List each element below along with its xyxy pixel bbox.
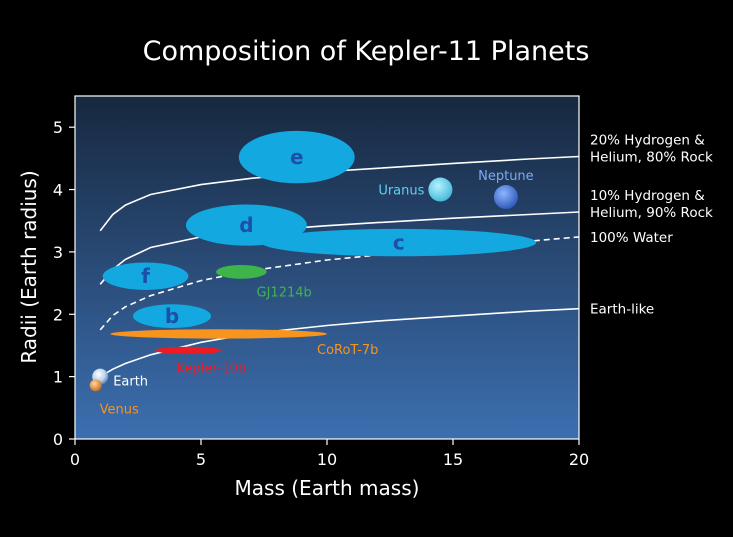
chart-title: Composition of Kepler-11 Planets <box>143 36 590 67</box>
curve-label-line: Helium, 80% Rock <box>590 149 713 165</box>
solar-body-label: Earth <box>113 375 148 390</box>
kepler11-planet-ellipse <box>102 262 189 290</box>
composition-curve <box>99 155 579 232</box>
curve-label-line: Helium, 90% Rock <box>590 205 713 221</box>
y-tick-label: 3 <box>53 243 63 262</box>
exoplanet-ellipse <box>155 346 222 355</box>
kepler11-planet-label: b <box>165 304 179 328</box>
kepler11-planet-label: c <box>393 231 405 255</box>
kepler11-planet-label: d <box>239 213 253 237</box>
kepler11-planet-label: e <box>290 145 304 169</box>
solar-body-uranus <box>428 177 453 202</box>
exoplanet-ellipse <box>216 265 267 279</box>
exoplanet-ellipse <box>110 329 327 339</box>
x-tick-label: 15 <box>443 450 463 469</box>
plot-marks: b c d e f <box>99 130 579 378</box>
solar-body-label: Neptune <box>478 169 534 184</box>
y-tick-label: 2 <box>53 305 63 324</box>
y-tick-label: 1 <box>53 368 63 387</box>
exoplanet-label: Kepler-10b <box>176 361 246 376</box>
solar-body-label: Venus <box>100 402 139 417</box>
kepler11-planet-ellipse <box>132 304 212 328</box>
kepler11-planet-ellipse <box>185 204 307 246</box>
x-axis-title: Mass (Earth mass) <box>235 476 420 500</box>
curve-label-line: 100% Water <box>590 230 673 246</box>
y-tick-label: 0 <box>53 430 63 449</box>
solar-body-neptune <box>493 185 518 210</box>
x-tick-label: 5 <box>196 450 206 469</box>
plot-overlay: GJ1214b CoRoT-7b Kepler-10b Earth Venus Uranu… <box>89 169 534 417</box>
curve-labels: 20% Hydrogen &Helium, 80% Rock 10% Hydrog… <box>590 132 713 317</box>
kepler11-planet-ellipse <box>261 228 537 257</box>
curve-label-line: 20% Hydrogen & <box>590 132 705 148</box>
y-tick-label: 5 <box>53 118 63 137</box>
solar-body-venus <box>89 379 102 392</box>
axes: 0 5 10 15 20 0 1 2 3 4 5 <box>53 118 589 469</box>
y-axis-title: Radii (Earth radius) <box>17 170 41 363</box>
exoplanet-label: CoRoT-7b <box>317 343 378 358</box>
solar-body-label: Uranus <box>378 184 424 199</box>
curve-label-line: 10% Hydrogen & <box>590 188 705 204</box>
kepler11-planet-ellipse <box>238 130 355 184</box>
exoplanet-label: GJ1214b <box>257 286 312 301</box>
y-tick-label: 4 <box>53 181 63 200</box>
x-tick-label: 0 <box>70 450 80 469</box>
curve-label-line: Earth-like <box>590 302 654 318</box>
x-tick-label: 20 <box>569 450 589 469</box>
kepler11-planet-label: f <box>141 264 150 288</box>
x-tick-label: 10 <box>317 450 337 469</box>
